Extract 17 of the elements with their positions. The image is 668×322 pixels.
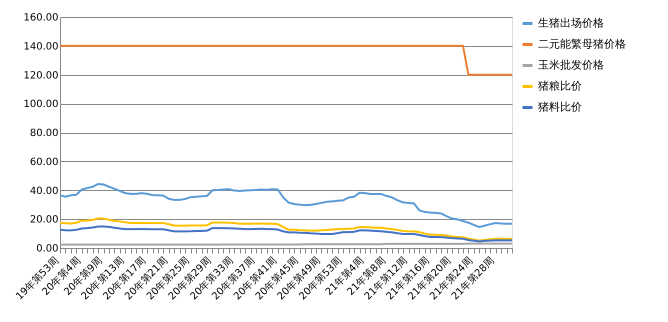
y-tick-label: 60.00 bbox=[30, 156, 58, 168]
y-tick-label: 40.00 bbox=[30, 186, 58, 197]
y-tick-label: 20.00 bbox=[30, 214, 58, 226]
legend-label: 生猪出场价格 bbox=[538, 16, 604, 30]
y-tick-label: 0.00 bbox=[36, 244, 58, 254]
y-tick-label: 140.00 bbox=[24, 41, 58, 52]
legend-label: 猪粮比价 bbox=[538, 80, 582, 92]
line-series bbox=[59, 225, 513, 242]
y-tick-label: 120.00 bbox=[24, 70, 58, 82]
legend-label: 猪料比价 bbox=[538, 100, 582, 114]
y-tick-label: 80.00 bbox=[30, 128, 58, 139]
line-series bbox=[59, 183, 513, 228]
y-tick-label: 160.00 bbox=[24, 12, 58, 24]
legend-label: 二元能繁母猪价格 bbox=[538, 38, 626, 50]
y-tick-label: 100.00 bbox=[24, 99, 58, 110]
line-series bbox=[59, 217, 513, 242]
legend-label: 玉米批发价格 bbox=[538, 58, 604, 72]
